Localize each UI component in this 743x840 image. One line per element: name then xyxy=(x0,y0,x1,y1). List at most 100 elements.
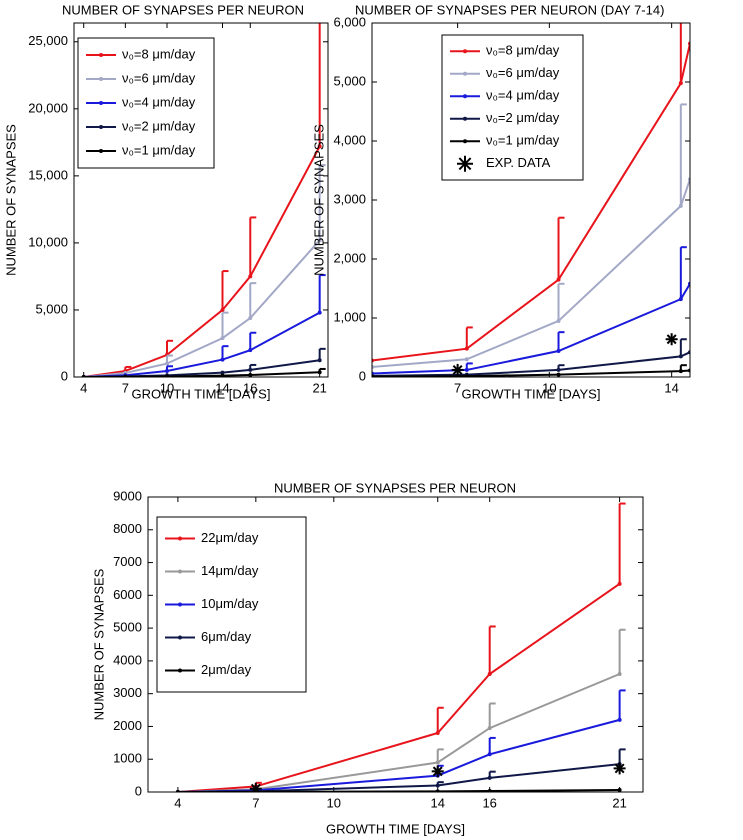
marker xyxy=(164,361,169,366)
exp-data-point xyxy=(451,363,464,376)
y-tick-label: 1,000 xyxy=(333,309,366,324)
y-tick-label: 6,000 xyxy=(333,14,366,29)
marker xyxy=(435,783,440,788)
y-tick-label: 10,000 xyxy=(28,234,68,249)
marker xyxy=(248,367,253,372)
y-tick-label: 6000 xyxy=(113,587,142,602)
marker xyxy=(678,203,683,208)
legend-label: 10μm/day xyxy=(201,596,259,611)
error-bar xyxy=(436,748,444,763)
y-tick-label: 8000 xyxy=(113,521,142,536)
plot-content xyxy=(81,23,326,377)
marker xyxy=(617,581,622,586)
x-axis-label: GROWTH TIME [DAYS] xyxy=(132,386,271,401)
error-bar xyxy=(618,689,626,720)
legend-label: ν₀=2 μm/day xyxy=(486,110,560,125)
y-tick-label: 2,000 xyxy=(333,250,366,265)
marker xyxy=(464,357,469,362)
x-tick-label: 14 xyxy=(430,795,444,810)
marker xyxy=(248,316,253,320)
error-bar xyxy=(488,625,496,674)
error-bar xyxy=(679,338,687,357)
marker xyxy=(164,374,169,377)
error-bar xyxy=(557,282,565,321)
legend-marker xyxy=(463,116,467,121)
marker xyxy=(317,358,322,363)
x-tick-label: 7 xyxy=(252,795,259,810)
marker xyxy=(678,297,683,302)
marker xyxy=(435,789,440,792)
legend-asterisk xyxy=(457,155,473,172)
marker xyxy=(220,336,225,341)
error-bar xyxy=(318,23,321,147)
marker xyxy=(678,369,683,374)
x-tick-label: 10 xyxy=(160,380,174,395)
series-line xyxy=(83,145,321,377)
y-axis-label: NUMBER OF SYNAPSES xyxy=(311,124,326,276)
asterisk-stroke xyxy=(614,763,625,774)
marker xyxy=(617,672,622,676)
y-tick-label: 2000 xyxy=(113,718,142,733)
x-tick-label: 21 xyxy=(312,380,326,395)
x-axis-label: GROWTH TIME [DAYS] xyxy=(326,821,465,836)
error-bar xyxy=(249,282,257,318)
legend-label: ν₀=1 μm/day xyxy=(486,133,560,148)
y-tick-label: 3,000 xyxy=(333,191,366,206)
error-bar xyxy=(318,164,326,241)
asterisk-stroke xyxy=(458,157,472,171)
legend-label: ν₀=1 μm/day xyxy=(122,142,196,157)
plot-frame xyxy=(147,496,644,793)
marker xyxy=(220,373,225,377)
error-bar xyxy=(465,326,473,349)
y-tick-label: 5,000 xyxy=(333,73,366,88)
x-tick-label: 21 xyxy=(612,795,626,810)
marker xyxy=(248,372,253,377)
legend-label: ν₀=6 μm/day xyxy=(122,70,196,85)
error-bar xyxy=(557,331,565,352)
legend-marker xyxy=(463,49,467,54)
error-bar xyxy=(221,345,229,360)
legend-label: 22μm/day xyxy=(201,530,259,545)
marker xyxy=(487,775,492,780)
x-tick-label: 16 xyxy=(243,380,257,395)
marker xyxy=(464,367,469,372)
plot-frame xyxy=(371,22,691,378)
error-bar xyxy=(488,702,496,729)
y-axis-label: NUMBER OF SYNAPSES xyxy=(3,124,18,276)
marker xyxy=(556,367,561,372)
x-tick-label: 4 xyxy=(80,380,87,395)
x-tick-label: 14 xyxy=(215,380,229,395)
error-bar xyxy=(618,502,626,584)
x-tick-label: 7 xyxy=(122,380,129,395)
x-tick-label: 14 xyxy=(664,380,678,395)
exp-data-point xyxy=(613,762,626,775)
marker xyxy=(317,238,322,243)
legend-marker xyxy=(99,53,103,57)
y-tick-label: 5,000 xyxy=(35,301,68,316)
exp-data-point xyxy=(249,782,262,792)
legend-marker xyxy=(99,77,103,81)
error-bar xyxy=(618,748,626,765)
asterisk-stroke xyxy=(432,766,443,777)
chart-title: NUMBER OF SYNAPSES PER NEURON xyxy=(62,2,304,17)
x-tick-label: 10 xyxy=(542,380,556,395)
legend-label: ν₀=4 μm/day xyxy=(122,94,196,109)
error-bar xyxy=(221,311,229,339)
legend-label: 2μm/day xyxy=(201,662,252,677)
legend-label: ν₀=8 μm/day xyxy=(486,43,560,58)
marker xyxy=(435,760,440,765)
y-tick-label: 3000 xyxy=(113,685,142,700)
legend-marker xyxy=(463,139,467,144)
y-tick-label: 9000 xyxy=(113,488,142,503)
legend-label: ν₀=8 μm/day xyxy=(122,46,196,61)
exp-data-point xyxy=(431,765,444,778)
y-axis-label: NUMBER OF SYNAPSES xyxy=(91,568,106,720)
error-bar xyxy=(165,339,173,355)
marker xyxy=(487,672,492,676)
asterisk-stroke xyxy=(666,334,677,345)
legend-label: 6μm/day xyxy=(201,629,252,644)
marker xyxy=(464,346,469,351)
legend-label: ν₀=4 μm/day xyxy=(486,88,560,103)
legend-marker xyxy=(463,71,467,76)
